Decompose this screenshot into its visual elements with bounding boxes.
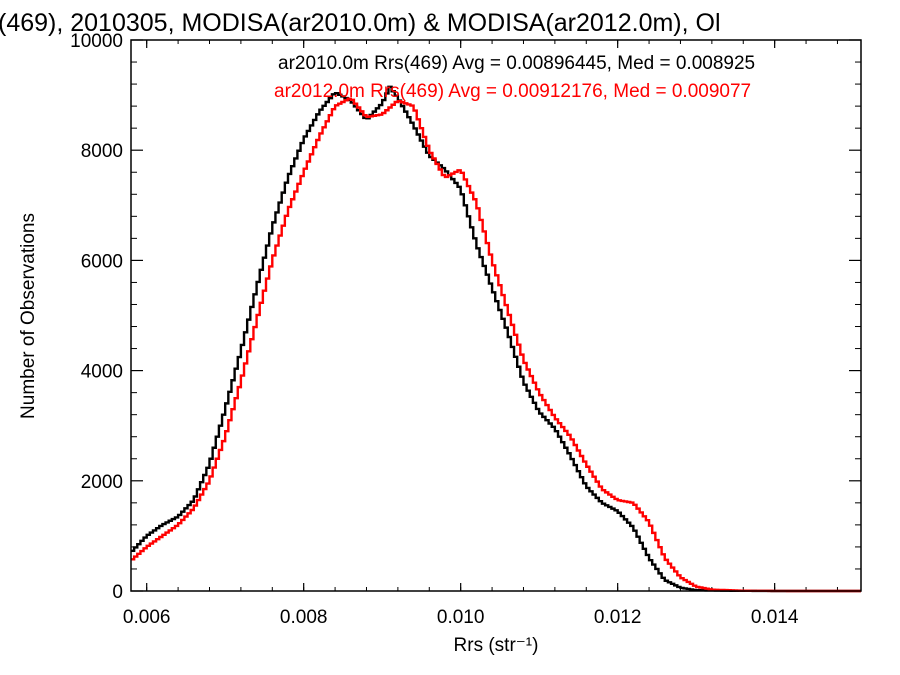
x-tick-label: 0.012 <box>594 607 642 628</box>
chart-title: (469), 2010305, MODISA(ar2010.0m) & MODI… <box>0 9 721 37</box>
y-tick-label: 6000 <box>81 251 123 272</box>
legend-entry-ar2010: ar2010.0m Rrs(469) Avg = 0.00896445, Med… <box>278 53 755 74</box>
legend-entry-ar2012: ar2012.0m Rrs(469) Avg = 0.00912176, Med… <box>274 81 751 102</box>
x-tick-label: 0.014 <box>751 607 799 628</box>
y-tick-label: 2000 <box>81 472 123 493</box>
axis-ticks: 0.006 0.008 0.010 0.012 0.014 0 2000 4000 6000 80… <box>70 31 861 628</box>
y-axis-label: Number of Observations <box>18 213 39 419</box>
y-tick-label: 8000 <box>81 141 123 162</box>
y-tick-label: 10000 <box>70 31 123 52</box>
x-axis-label: Rrs (str⁻¹) <box>454 635 539 656</box>
x-tick-label: 0.010 <box>437 607 485 628</box>
plot-frame <box>130 39 862 592</box>
series-ar2012-histogram <box>131 97 861 593</box>
histogram-series <box>131 85 861 593</box>
series-ar2010-histogram <box>131 85 861 593</box>
x-tick-label: 0.006 <box>123 607 171 628</box>
y-tick-label: 4000 <box>81 362 123 383</box>
y-tick-label: 0 <box>112 582 123 603</box>
x-tick-label: 0.008 <box>280 607 328 628</box>
